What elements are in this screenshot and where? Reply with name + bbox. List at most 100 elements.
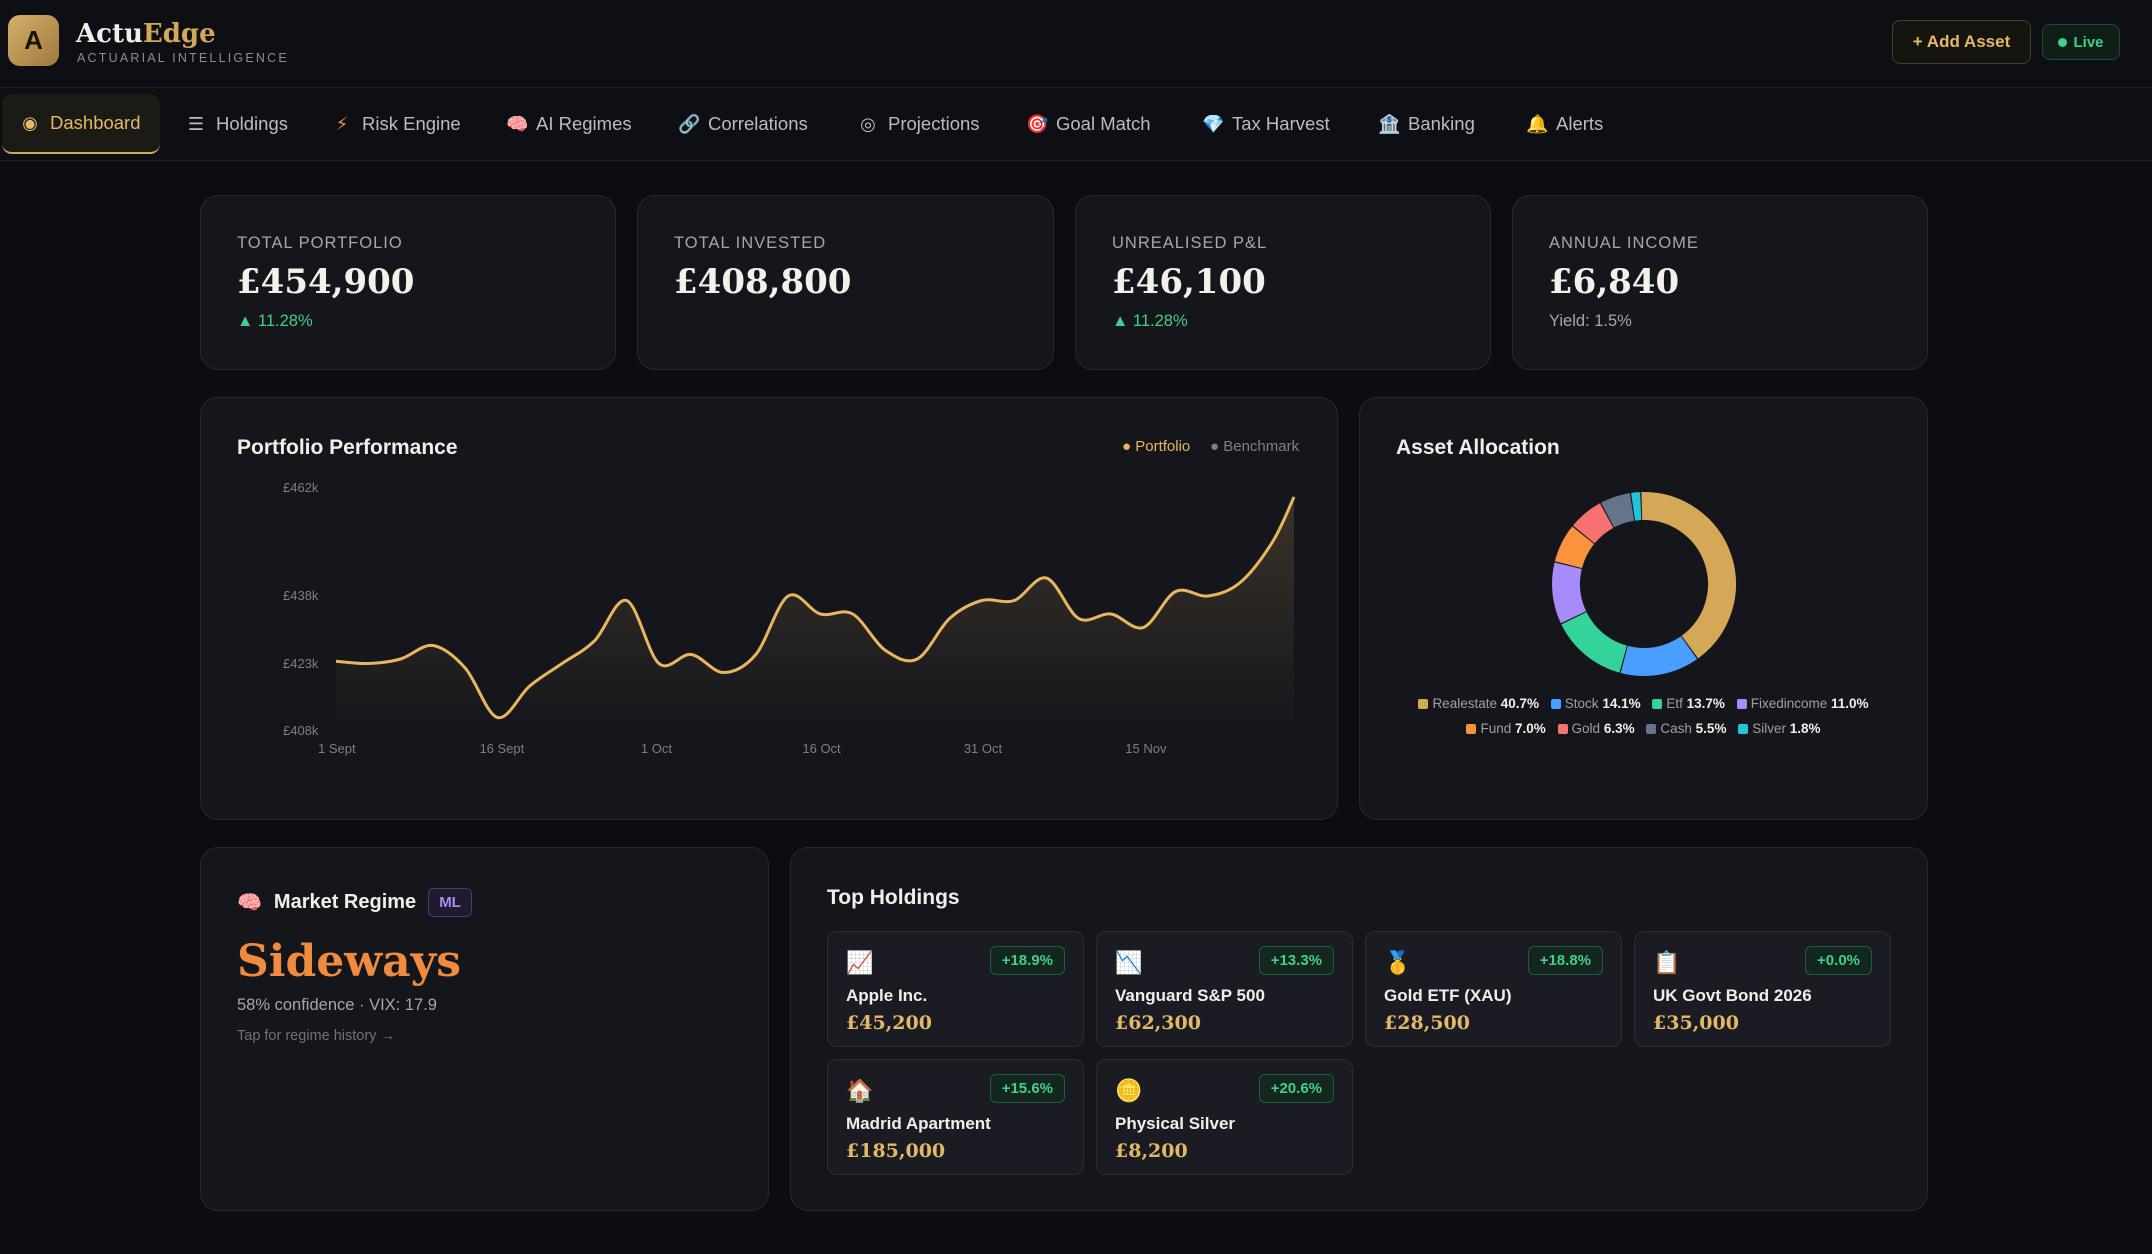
chart-down-icon: 📉 <box>1115 950 1143 975</box>
holding-change-badge: +0.0% <box>1805 946 1872 975</box>
gem-icon: 💎 <box>1202 113 1225 134</box>
ml-badge: ML <box>428 888 472 917</box>
x-axis-tick-label: 1 Oct <box>640 741 672 756</box>
donut-slice-cash[interactable] <box>1601 493 1635 528</box>
donut-slice-fixedincome[interactable] <box>1552 562 1587 624</box>
legend-value: 6.3% <box>1603 721 1635 736</box>
donut-slice-fund[interactable] <box>1554 526 1595 569</box>
top-holdings-card: Top Holdings 📈 +18.9% Apple Inc. £45,200… <box>790 847 1928 1211</box>
holding-card-madrid-apartment[interactable]: 🏠 +15.6% Madrid Apartment £185,000 <box>827 1059 1084 1175</box>
legend-label: Etf <box>1666 696 1683 711</box>
holding-change-badge: +15.6% <box>989 1074 1065 1103</box>
holding-change-badge: +20.6% <box>1258 1074 1334 1103</box>
legend-item-gold: Gold 6.3% <box>1557 721 1635 736</box>
live-status-badge: Live <box>2042 24 2120 60</box>
y-axis-tick-label: £423k <box>283 655 319 671</box>
kpi-card-total-invested: TOTAL INVESTED £408,800 <box>637 195 1054 370</box>
gold-medal-icon: 🥇 <box>1384 950 1412 975</box>
kpi-card-annual-income: ANNUAL INCOME £6,840 Yield: 1.5% <box>1512 195 1928 370</box>
allocation-donut-chart <box>1552 492 1736 676</box>
holding-card-gold-etf[interactable]: 🥇 +18.8% Gold ETF (XAU) £28,500 <box>1365 931 1622 1047</box>
legend-value: 13.7% <box>1686 696 1725 711</box>
allocation-legend-row-2: Fund 7.0% Gold 6.3% Cash 5.5% Silver 1.8… <box>1360 721 1927 736</box>
legend-item-cash: Cash 5.5% <box>1646 721 1726 736</box>
house-icon: 🏠 <box>846 1078 874 1103</box>
tab-ai-regimes[interactable]: 🧠 AI Regimes <box>488 94 650 154</box>
target-ring-icon: ◎ <box>860 113 876 134</box>
main-nav: ◉ Dashboard ☰ Holdings ⚡ Risk Engine 🧠 A… <box>0 88 2152 161</box>
chart-up-icon: 📈 <box>846 950 874 975</box>
tab-label: Tax Harvest <box>1232 113 1330 134</box>
tab-label: AI Regimes <box>536 113 632 134</box>
tab-goal-match[interactable]: 🎯 Goal Match <box>1008 94 1169 154</box>
holding-change-badge: +18.9% <box>989 946 1065 975</box>
allocation-legend-row-1: Realestate 40.7% Stock 14.1% Etf 13.7% F… <box>1360 696 1927 711</box>
tab-label: Risk Engine <box>362 113 461 134</box>
tab-label: Holdings <box>216 113 288 134</box>
x-axis-tick-label: 1 Sept <box>318 741 356 756</box>
legend-item-stock: Stock 14.1% <box>1550 696 1641 711</box>
legend-value: 40.7% <box>1500 696 1540 711</box>
legend-benchmark[interactable]: ● Benchmark <box>1210 438 1300 455</box>
card-title: Asset Allocation <box>1396 436 1560 459</box>
brain-icon: 🧠 <box>237 892 262 914</box>
legend-value: 7.0% <box>1515 721 1546 736</box>
legend-label: Fixedincome <box>1750 696 1828 711</box>
donut-slice-stock[interactable] <box>1620 635 1698 676</box>
brand-subtitle: ACTUARIAL INTELLIGENCE <box>77 51 289 65</box>
asset-allocation-card: Asset Allocation Realestate 40.7% Stock … <box>1359 397 1928 820</box>
add-asset-button[interactable]: + Add Asset <box>1892 20 2031 64</box>
x-axis-tick-label: 16 Sept <box>479 741 525 756</box>
tab-projections[interactable]: ◎ Projections <box>840 94 998 154</box>
x-axis-tick-label: 31 Oct <box>963 741 1003 756</box>
regime-history-link[interactable]: Tap for regime history → <box>237 1028 395 1044</box>
y-axis-tick-label: £408k <box>283 723 319 738</box>
donut-slice-etf[interactable] <box>1561 611 1628 673</box>
legend-swatch <box>1418 699 1429 709</box>
legend-swatch <box>1652 699 1663 709</box>
holding-value: £45,200 <box>846 1012 932 1034</box>
legend-item-fixedincome: Fixedincome 11.0% <box>1736 696 1869 711</box>
holding-card-uk-bond[interactable]: 📋 +0.0% UK Govt Bond 2026 £35,000 <box>1634 931 1891 1047</box>
performance-chart <box>335 496 1296 731</box>
donut-slice-silver[interactable] <box>1631 492 1642 521</box>
kpi-label: ANNUAL INCOME <box>1549 234 1699 252</box>
y-axis-tick-label: £462k <box>283 480 319 495</box>
y-axis-tick-label: £438k <box>283 588 319 603</box>
holding-card-physical-silver[interactable]: 🪙 +20.6% Physical Silver £8,200 <box>1096 1059 1353 1175</box>
link-icon: 🔗 <box>678 113 701 134</box>
kpi-card-unrealised-pl: UNREALISED P&L £46,100 ▲ 11.28% <box>1075 195 1491 370</box>
clipboard-icon: 📋 <box>1653 950 1681 975</box>
holding-card-apple[interactable]: 📈 +18.9% Apple Inc. £45,200 <box>827 931 1084 1047</box>
holding-card-vanguard[interactable]: 📉 +13.3% Vanguard S&P 500 £62,300 <box>1096 931 1353 1047</box>
tab-banking[interactable]: 🏦 Banking <box>1360 94 1493 154</box>
legend-portfolio[interactable]: ● Portfolio <box>1122 438 1191 455</box>
holding-name: Apple Inc. <box>846 986 928 1005</box>
tab-holdings[interactable]: ☰ Holdings <box>168 94 306 154</box>
legend-label: Stock <box>1564 696 1599 711</box>
tab-risk-engine[interactable]: ⚡ Risk Engine <box>314 94 479 154</box>
portfolio-area-fill <box>336 497 1294 731</box>
tab-tax-harvest[interactable]: 💎 Tax Harvest <box>1184 94 1348 154</box>
logo: A <box>8 15 59 66</box>
app-header: A ActuEdge ACTUARIAL INTELLIGENCE + Add … <box>0 0 2152 88</box>
dartboard-icon: 🎯 <box>1026 113 1049 134</box>
kpi-label: TOTAL INVESTED <box>674 234 827 252</box>
holding-value: £185,000 <box>846 1140 946 1162</box>
market-regime-card[interactable]: 🧠 Market Regime ML Sideways 58% confiden… <box>200 847 769 1211</box>
x-axis-tick-label: 15 Nov <box>1125 741 1167 756</box>
kpi-label: TOTAL PORTFOLIO <box>237 234 403 252</box>
donut-slice-gold[interactable] <box>1573 503 1614 544</box>
brain-icon: 🧠 <box>506 113 529 134</box>
legend-value: 1.8% <box>1789 721 1821 736</box>
holding-name: Madrid Apartment <box>846 1114 991 1133</box>
kpi-value: £6,840 <box>1549 262 1680 302</box>
donut-slice-realestate[interactable] <box>1641 492 1736 659</box>
tab-alerts[interactable]: 🔔 Alerts <box>1508 94 1621 154</box>
tab-correlations[interactable]: 🔗 Correlations <box>660 94 826 154</box>
tab-dashboard[interactable]: ◉ Dashboard <box>2 94 160 154</box>
dashboard-icon: ◉ <box>22 112 38 133</box>
portfolio-performance-card: Portfolio Performance ● Portfolio ● Benc… <box>200 397 1338 820</box>
brand-name: ActuEdge <box>76 19 216 49</box>
legend-label: Realestate <box>1432 696 1497 711</box>
